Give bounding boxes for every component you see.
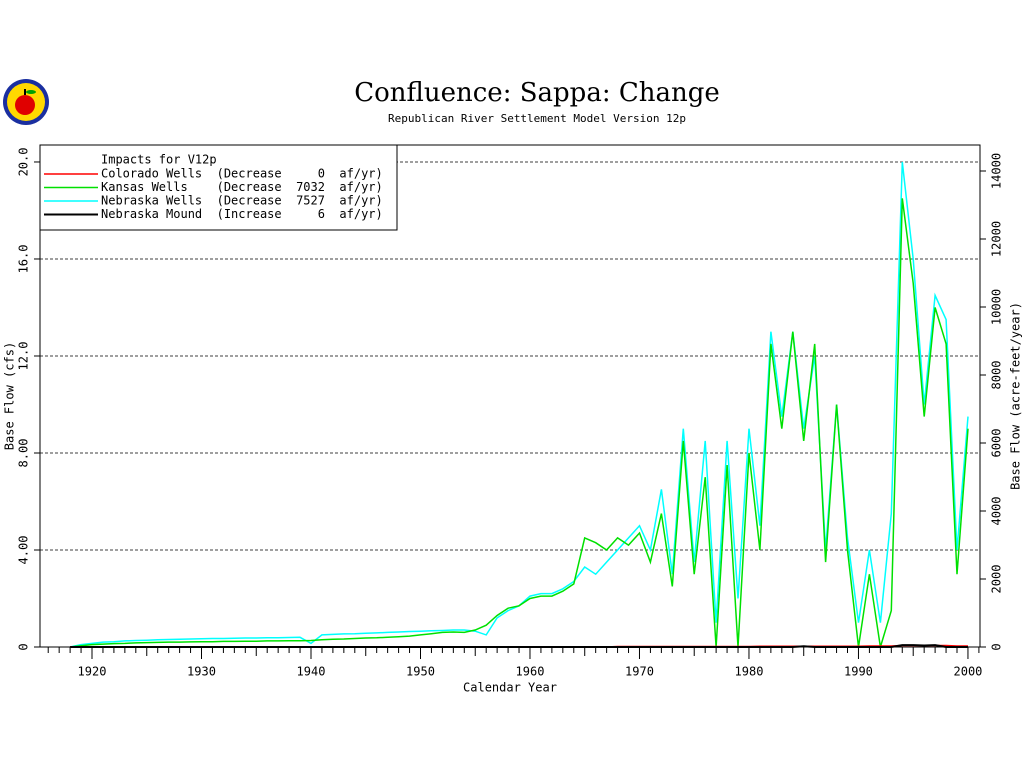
y2-tick-label: 0 [990, 643, 1004, 650]
x-tick-label: 1950 [406, 665, 435, 679]
logo [3, 79, 49, 125]
y2-tick-label: 14000 [990, 153, 1004, 189]
legend-label: Kansas Wells (Decrease 7032 af/yr) [101, 180, 383, 194]
data-line [70, 198, 969, 648]
y-tick-label: 16.0 [17, 245, 31, 274]
legend-label: Nebraska Wells (Decrease 7527 af/yr) [101, 194, 383, 208]
y2-tick-label: 4000 [990, 497, 1004, 526]
y2-axis-label: Base Flow (acre-feet/year) [1009, 302, 1023, 490]
x-tick-label: 2000 [954, 665, 983, 679]
y2-tick-label: 6000 [990, 429, 1004, 458]
x-axis-label: Calendar Year [463, 681, 557, 695]
chart-title: Confluence: Sappa: Change [354, 78, 720, 108]
legend-title: Impacts for V12p [101, 153, 217, 167]
x-tick-label: 1960 [516, 665, 545, 679]
chart-subtitle: Republican River Settlement Model Versio… [388, 112, 686, 125]
y-tick-label: 4.00 [17, 536, 31, 565]
x-tick-label: 1970 [625, 665, 654, 679]
y-tick-label: 8.00 [17, 439, 31, 468]
y-axis-label: Base Flow (cfs) [3, 342, 17, 450]
data-line [70, 644, 968, 648]
x-tick-label: 1930 [187, 665, 216, 679]
y-tick-label: 12.0 [17, 342, 31, 371]
y2-tick-label: 10000 [990, 289, 1004, 325]
y2-tick-label: 12000 [990, 221, 1004, 257]
legend-label: Nebraska Mound (Increase 6 af/yr) [101, 207, 383, 221]
legend-box [39, 144, 398, 231]
x-tick-label: 1920 [78, 665, 107, 679]
y-tick-label: 0 [17, 643, 31, 650]
y-tick-label: 20.0 [17, 148, 31, 177]
y2-tick-label: 8000 [990, 361, 1004, 390]
legend-label: Colorado Wells (Decrease 0 af/yr) [101, 167, 383, 181]
x-tick-label: 1940 [297, 665, 326, 679]
data-line [69, 161, 969, 648]
x-tick-label: 1990 [844, 665, 873, 679]
y2-tick-label: 2000 [990, 565, 1004, 594]
x-tick-label: 1980 [735, 665, 764, 679]
